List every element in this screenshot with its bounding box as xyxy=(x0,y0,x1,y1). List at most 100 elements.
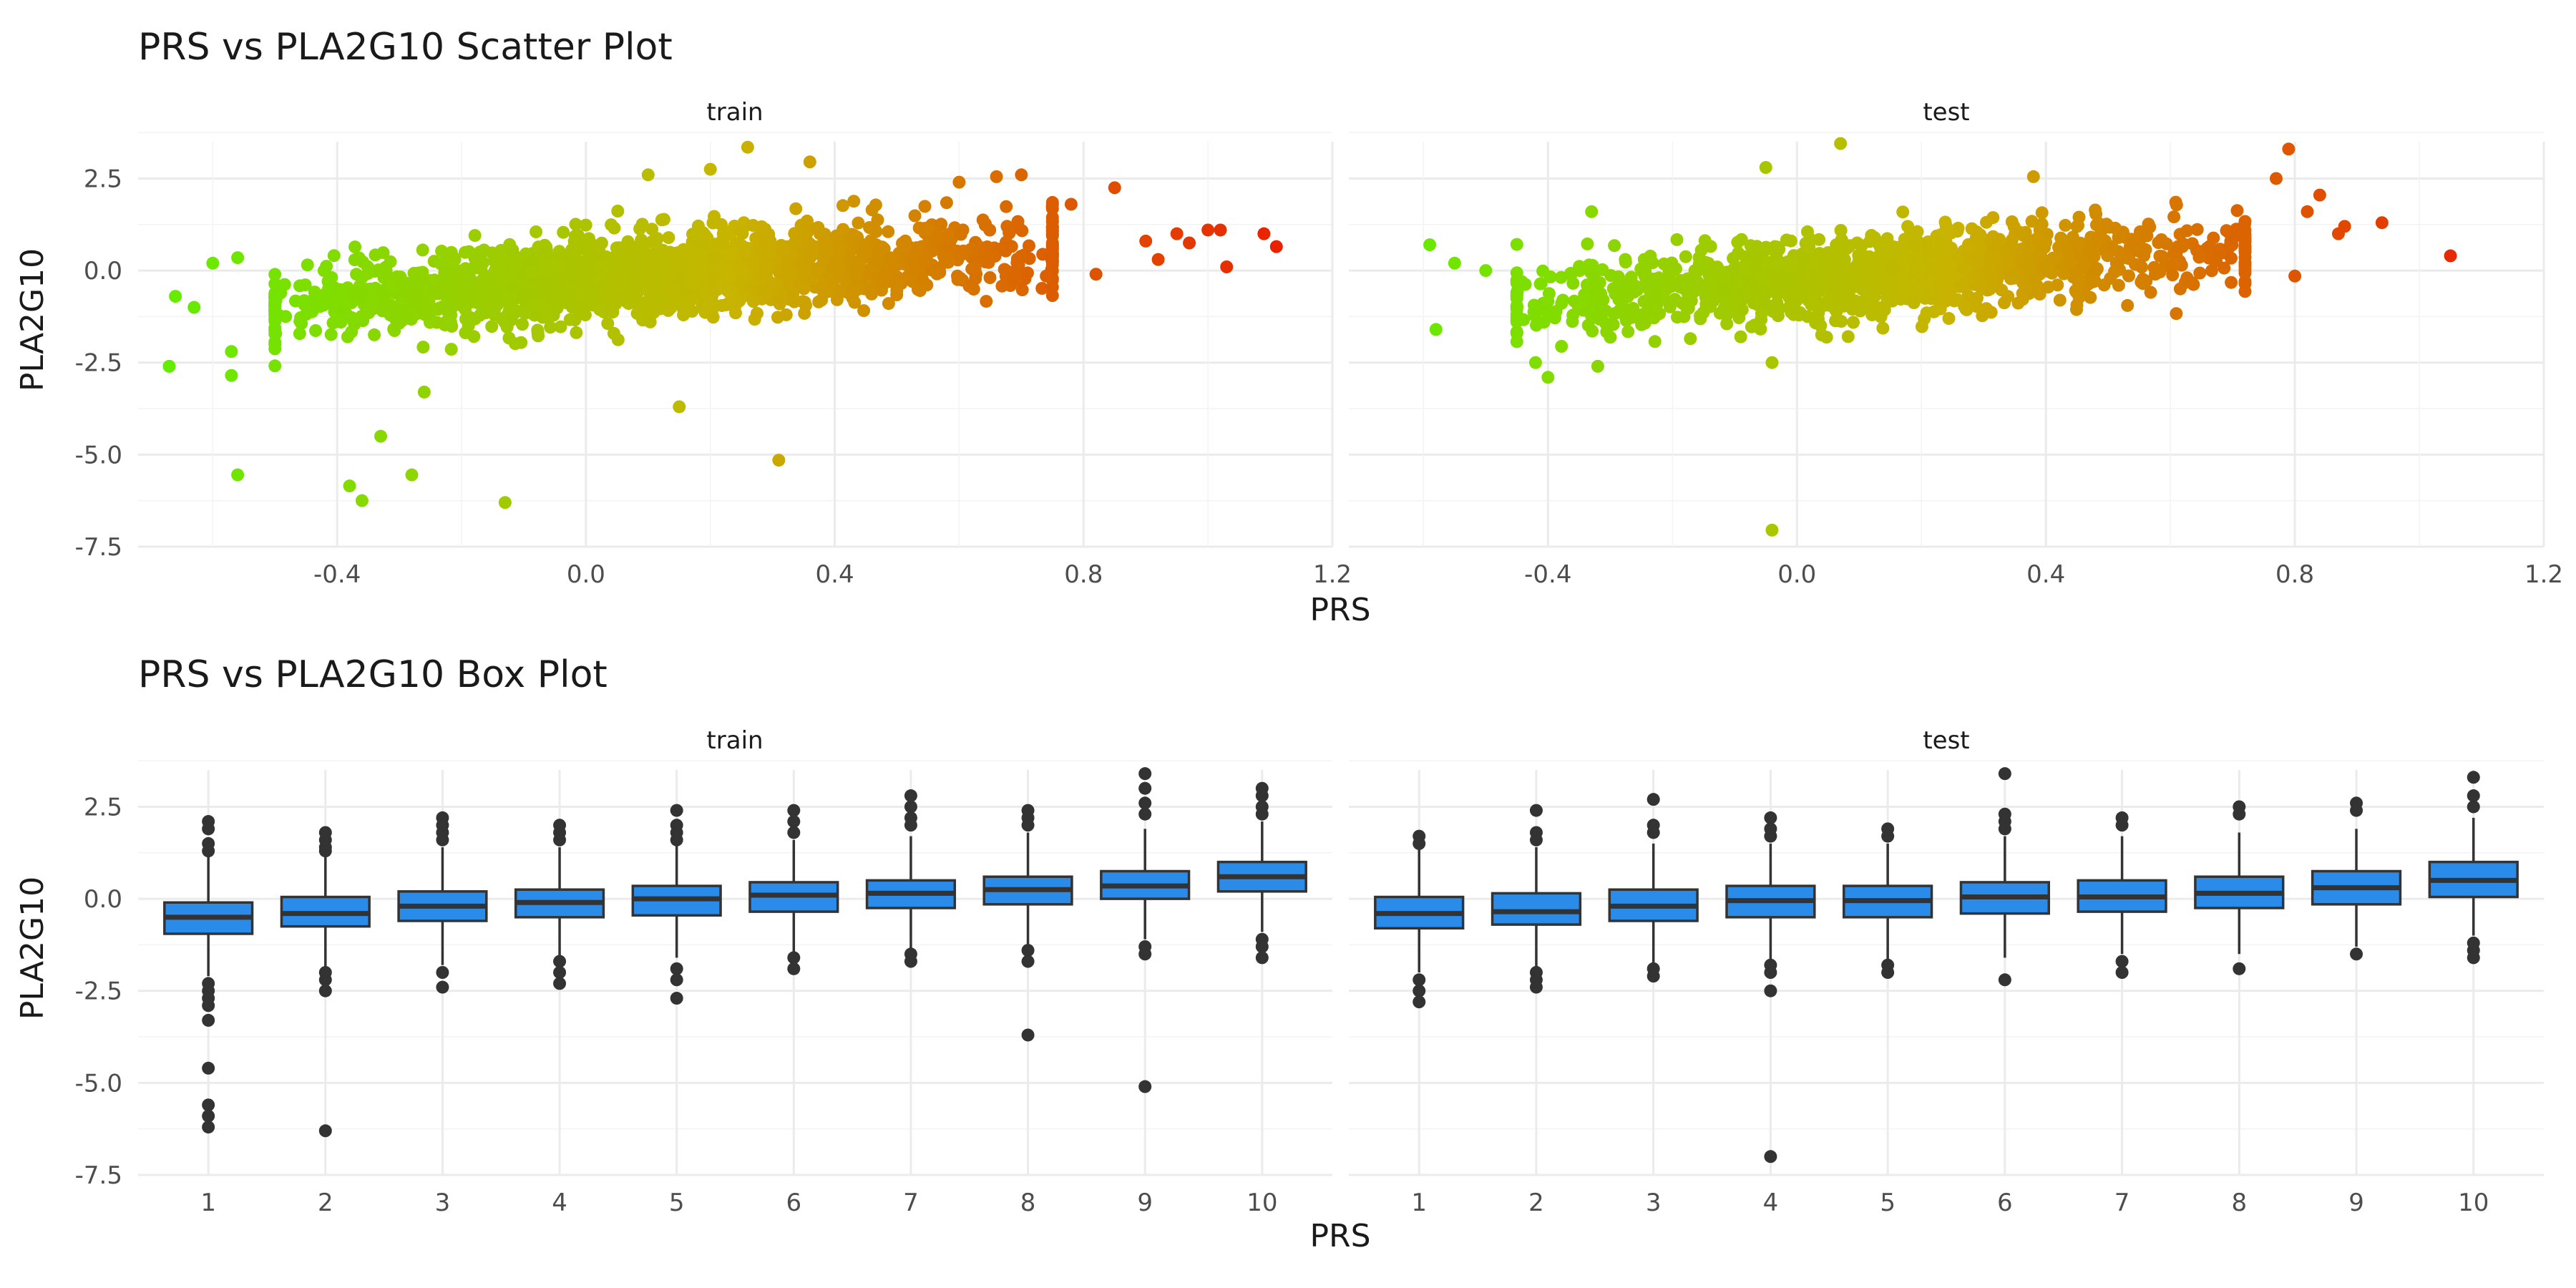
scatter-point xyxy=(2057,267,2071,280)
scatter-point xyxy=(871,247,884,260)
scatter-point xyxy=(641,268,655,282)
scatter-point xyxy=(2168,256,2182,270)
scatter-point xyxy=(1589,278,1603,291)
outlier-point xyxy=(202,999,215,1013)
scatter-point xyxy=(698,306,712,319)
x-tick-label: 5 xyxy=(669,1189,685,1217)
scatter-point xyxy=(1667,295,1680,308)
scatter-point xyxy=(954,228,967,241)
scatter-point xyxy=(755,220,769,233)
scatter-point xyxy=(324,328,338,341)
scatter-point xyxy=(758,235,771,249)
x-tick-label: 1 xyxy=(1411,1189,1427,1217)
scatter-point xyxy=(348,240,362,254)
scatter-point xyxy=(1108,181,1121,195)
scatter-point xyxy=(468,229,482,243)
scatter-point xyxy=(1750,252,1763,265)
scatter-point xyxy=(1820,331,1833,344)
scatter-point xyxy=(1802,240,1816,253)
scatter-point xyxy=(534,298,547,311)
scatter-point xyxy=(1510,314,1523,328)
scatter-point xyxy=(231,251,245,265)
scatter-point xyxy=(1679,250,1692,263)
outlier-point xyxy=(1255,951,1269,965)
scatter-point xyxy=(623,254,636,268)
scatter-point xyxy=(2035,218,2049,231)
scatter-point xyxy=(356,284,370,298)
scatter-point xyxy=(1689,283,1703,297)
scatter-point xyxy=(570,326,583,339)
outlier-point xyxy=(436,833,449,847)
scatter-point xyxy=(2190,223,2204,236)
outlier-point xyxy=(2115,966,2129,979)
outlier-point xyxy=(202,1013,215,1027)
scatter-point xyxy=(1735,303,1749,316)
scatter-point xyxy=(798,265,811,278)
scatter-point xyxy=(2230,204,2244,218)
scatter-point xyxy=(836,223,850,236)
scatter-point xyxy=(811,264,824,278)
scatter-point xyxy=(544,321,557,334)
scatter-point xyxy=(1045,195,1059,209)
scatter-point xyxy=(2338,220,2351,233)
scatter-point xyxy=(758,259,772,273)
scatter-point xyxy=(608,221,621,235)
x-tick-label: 4 xyxy=(1763,1189,1779,1217)
scatter-point xyxy=(1793,306,1807,319)
outlier-point xyxy=(1764,966,1777,979)
scatter-point xyxy=(467,330,481,343)
scatter-point xyxy=(1636,265,1649,278)
scatter-point xyxy=(424,274,437,287)
scatter-point xyxy=(395,296,408,309)
scatter-point xyxy=(345,311,358,324)
scatter-point xyxy=(1942,265,1956,278)
scatter-point xyxy=(980,295,993,308)
box-8 xyxy=(2194,800,2285,975)
scatter-point xyxy=(388,324,401,337)
scatter-point xyxy=(1556,293,1570,307)
scatter-point xyxy=(1183,236,1196,250)
scatter-point xyxy=(813,227,826,240)
scatter-point xyxy=(1608,239,1621,253)
scatter-point xyxy=(416,243,429,257)
scatter-point xyxy=(1852,248,1865,262)
scatter-point xyxy=(1828,283,1841,297)
scatter-point xyxy=(1915,320,1928,333)
x-tick-label: 1.2 xyxy=(1313,560,1352,589)
scatter-test-point-cloud xyxy=(1510,195,2252,353)
scatter-point xyxy=(967,283,980,296)
scatter-point xyxy=(1684,294,1698,308)
scatter-point xyxy=(1734,330,1747,343)
scatter-point xyxy=(2180,224,2194,238)
scatter-point xyxy=(326,316,340,330)
outlier-point xyxy=(1413,836,1426,850)
scatter-point xyxy=(1670,233,1684,246)
scatter-point xyxy=(1554,270,1568,284)
scatter-point xyxy=(723,248,737,262)
scatter-point xyxy=(1021,266,1034,280)
scatter-point xyxy=(1745,320,1758,333)
scatter-point xyxy=(918,200,932,213)
scatter-point xyxy=(583,283,597,297)
scatter-point xyxy=(299,308,313,321)
scatter-strip-test: test xyxy=(1923,98,1969,127)
outlier-point xyxy=(1138,767,1152,781)
scatter-point xyxy=(516,289,530,302)
outlier-point xyxy=(202,1109,215,1123)
scatter-point xyxy=(279,310,293,323)
scatter-point xyxy=(2155,233,2168,246)
scatter-point xyxy=(897,241,910,255)
scatter-point xyxy=(1813,247,1826,260)
scatter-point xyxy=(2238,258,2252,271)
outlier-point xyxy=(670,833,683,847)
outlier-point xyxy=(2467,771,2480,784)
scatter-point xyxy=(882,225,895,238)
scatter-point xyxy=(405,468,419,482)
box-6 xyxy=(1959,767,2051,987)
scatter-point xyxy=(779,308,793,321)
scatter-point xyxy=(355,494,369,507)
scatter-point xyxy=(836,199,849,213)
scatter-point xyxy=(869,225,883,238)
scatter-point xyxy=(162,359,176,373)
scatter-point xyxy=(298,298,311,311)
